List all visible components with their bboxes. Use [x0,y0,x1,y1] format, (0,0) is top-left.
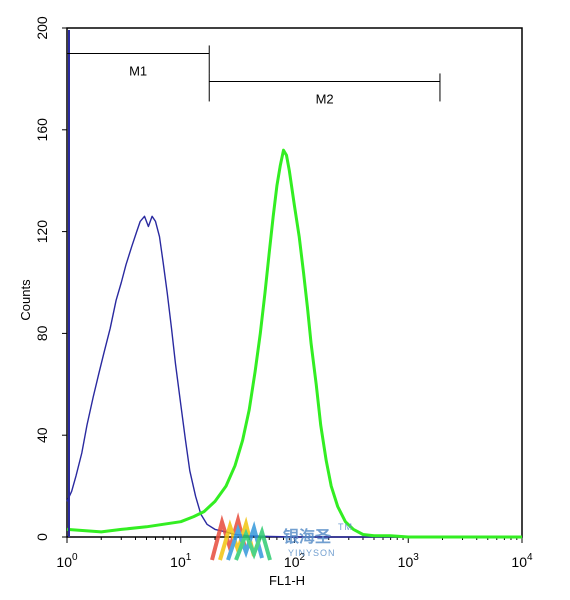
y-tick-label: 120 [34,220,50,244]
x-tick-label: 103 [398,552,420,570]
plot-frame [66,27,523,538]
y-tick-label: 40 [34,427,50,443]
x-tick-label: 101 [170,552,192,570]
logo-subtitle: YINYSON [288,548,336,558]
y-axis: 0 40 80 120 160 200 [34,16,67,541]
x-tick-label: 102 [284,552,306,570]
logo-text: 银海圣 [283,527,332,546]
y-tick-label: 160 [34,118,50,142]
y-tick-label: 200 [34,16,50,40]
blue-series-line [66,215,522,538]
logo-mark-icon [210,512,272,561]
x-tick-label: 100 [56,552,78,570]
y-tick-label: 0 [34,533,50,541]
y-axis-title: Counts [18,279,33,321]
x-tick-label: 104 [511,552,533,570]
y-tick-label: 80 [34,325,50,341]
logo-tm: TM [338,522,353,532]
x-axis-title: FL1-H [269,573,305,588]
markers: M1 M2 [66,45,441,106]
series-group [66,148,522,539]
marker-label: M1 [129,63,147,78]
marker-label: M2 [316,91,334,106]
x-axis: 100 101 102 103 104 [56,537,533,570]
green-series-line [66,148,522,539]
watermark-logo: 银海圣 TM YINYSON [210,512,353,561]
